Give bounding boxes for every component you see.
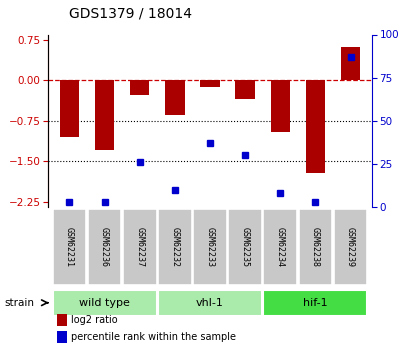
Text: percentile rank within the sample: percentile rank within the sample bbox=[71, 333, 236, 342]
Bar bbox=[158, 290, 262, 316]
Bar bbox=[123, 209, 157, 285]
Bar bbox=[95, 80, 114, 150]
Text: hif-1: hif-1 bbox=[303, 298, 328, 308]
Bar bbox=[306, 80, 325, 173]
Text: GSM62239: GSM62239 bbox=[346, 227, 355, 267]
Bar bbox=[341, 47, 360, 80]
Text: GSM62232: GSM62232 bbox=[171, 227, 179, 267]
Bar bbox=[263, 290, 368, 316]
Text: vhl-1: vhl-1 bbox=[196, 298, 224, 308]
Text: wild type: wild type bbox=[79, 298, 130, 308]
Bar bbox=[236, 80, 255, 99]
Bar bbox=[263, 209, 297, 285]
Text: GSM62238: GSM62238 bbox=[311, 227, 320, 267]
Bar bbox=[130, 80, 150, 96]
Bar bbox=[299, 209, 332, 285]
Bar bbox=[88, 209, 121, 285]
Bar bbox=[60, 80, 79, 137]
Bar bbox=[270, 80, 290, 131]
Bar bbox=[193, 209, 227, 285]
Bar bbox=[158, 209, 192, 285]
Bar bbox=[334, 209, 368, 285]
Text: strain: strain bbox=[4, 298, 34, 308]
Bar bbox=[200, 80, 220, 87]
Bar bbox=[228, 209, 262, 285]
Text: GSM62237: GSM62237 bbox=[135, 227, 144, 267]
Text: GSM62234: GSM62234 bbox=[276, 227, 285, 267]
Text: GSM62235: GSM62235 bbox=[241, 227, 249, 267]
Text: log2 ratio: log2 ratio bbox=[71, 315, 118, 325]
Bar bbox=[52, 209, 86, 285]
Bar bbox=[165, 80, 184, 115]
Text: GSM62236: GSM62236 bbox=[100, 227, 109, 267]
Text: GDS1379 / 18014: GDS1379 / 18014 bbox=[69, 7, 192, 21]
Bar bbox=[52, 290, 157, 316]
Text: GSM62233: GSM62233 bbox=[205, 227, 215, 267]
Text: GSM62231: GSM62231 bbox=[65, 227, 74, 267]
